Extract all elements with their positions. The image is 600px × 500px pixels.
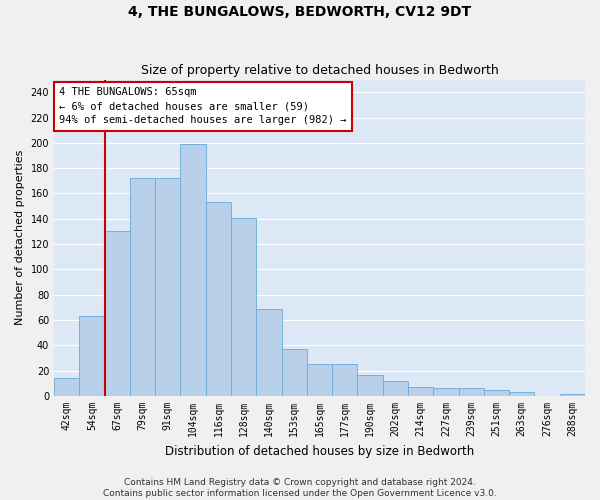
Bar xyxy=(54,378,79,396)
Bar xyxy=(484,390,509,396)
Bar xyxy=(458,388,484,396)
Bar xyxy=(155,178,181,396)
Bar xyxy=(433,388,458,396)
Bar xyxy=(231,218,256,396)
Bar xyxy=(181,144,206,396)
Title: Size of property relative to detached houses in Bedworth: Size of property relative to detached ho… xyxy=(140,64,499,77)
Bar xyxy=(408,387,433,396)
Bar xyxy=(307,364,332,396)
X-axis label: Distribution of detached houses by size in Bedworth: Distribution of detached houses by size … xyxy=(165,444,474,458)
Bar xyxy=(560,394,585,396)
Text: 4 THE BUNGALOWS: 65sqm
← 6% of detached houses are smaller (59)
94% of semi-deta: 4 THE BUNGALOWS: 65sqm ← 6% of detached … xyxy=(59,88,347,126)
Bar xyxy=(281,349,307,396)
Bar xyxy=(104,232,130,396)
Bar xyxy=(383,381,408,396)
Text: 4, THE BUNGALOWS, BEDWORTH, CV12 9DT: 4, THE BUNGALOWS, BEDWORTH, CV12 9DT xyxy=(128,5,472,19)
Bar xyxy=(509,392,535,396)
Bar xyxy=(332,364,358,396)
Bar xyxy=(79,316,104,396)
Bar xyxy=(256,308,281,396)
Bar xyxy=(130,178,155,396)
Text: Contains HM Land Registry data © Crown copyright and database right 2024.
Contai: Contains HM Land Registry data © Crown c… xyxy=(103,478,497,498)
Bar xyxy=(358,374,383,396)
Bar xyxy=(206,202,231,396)
Y-axis label: Number of detached properties: Number of detached properties xyxy=(15,150,25,326)
